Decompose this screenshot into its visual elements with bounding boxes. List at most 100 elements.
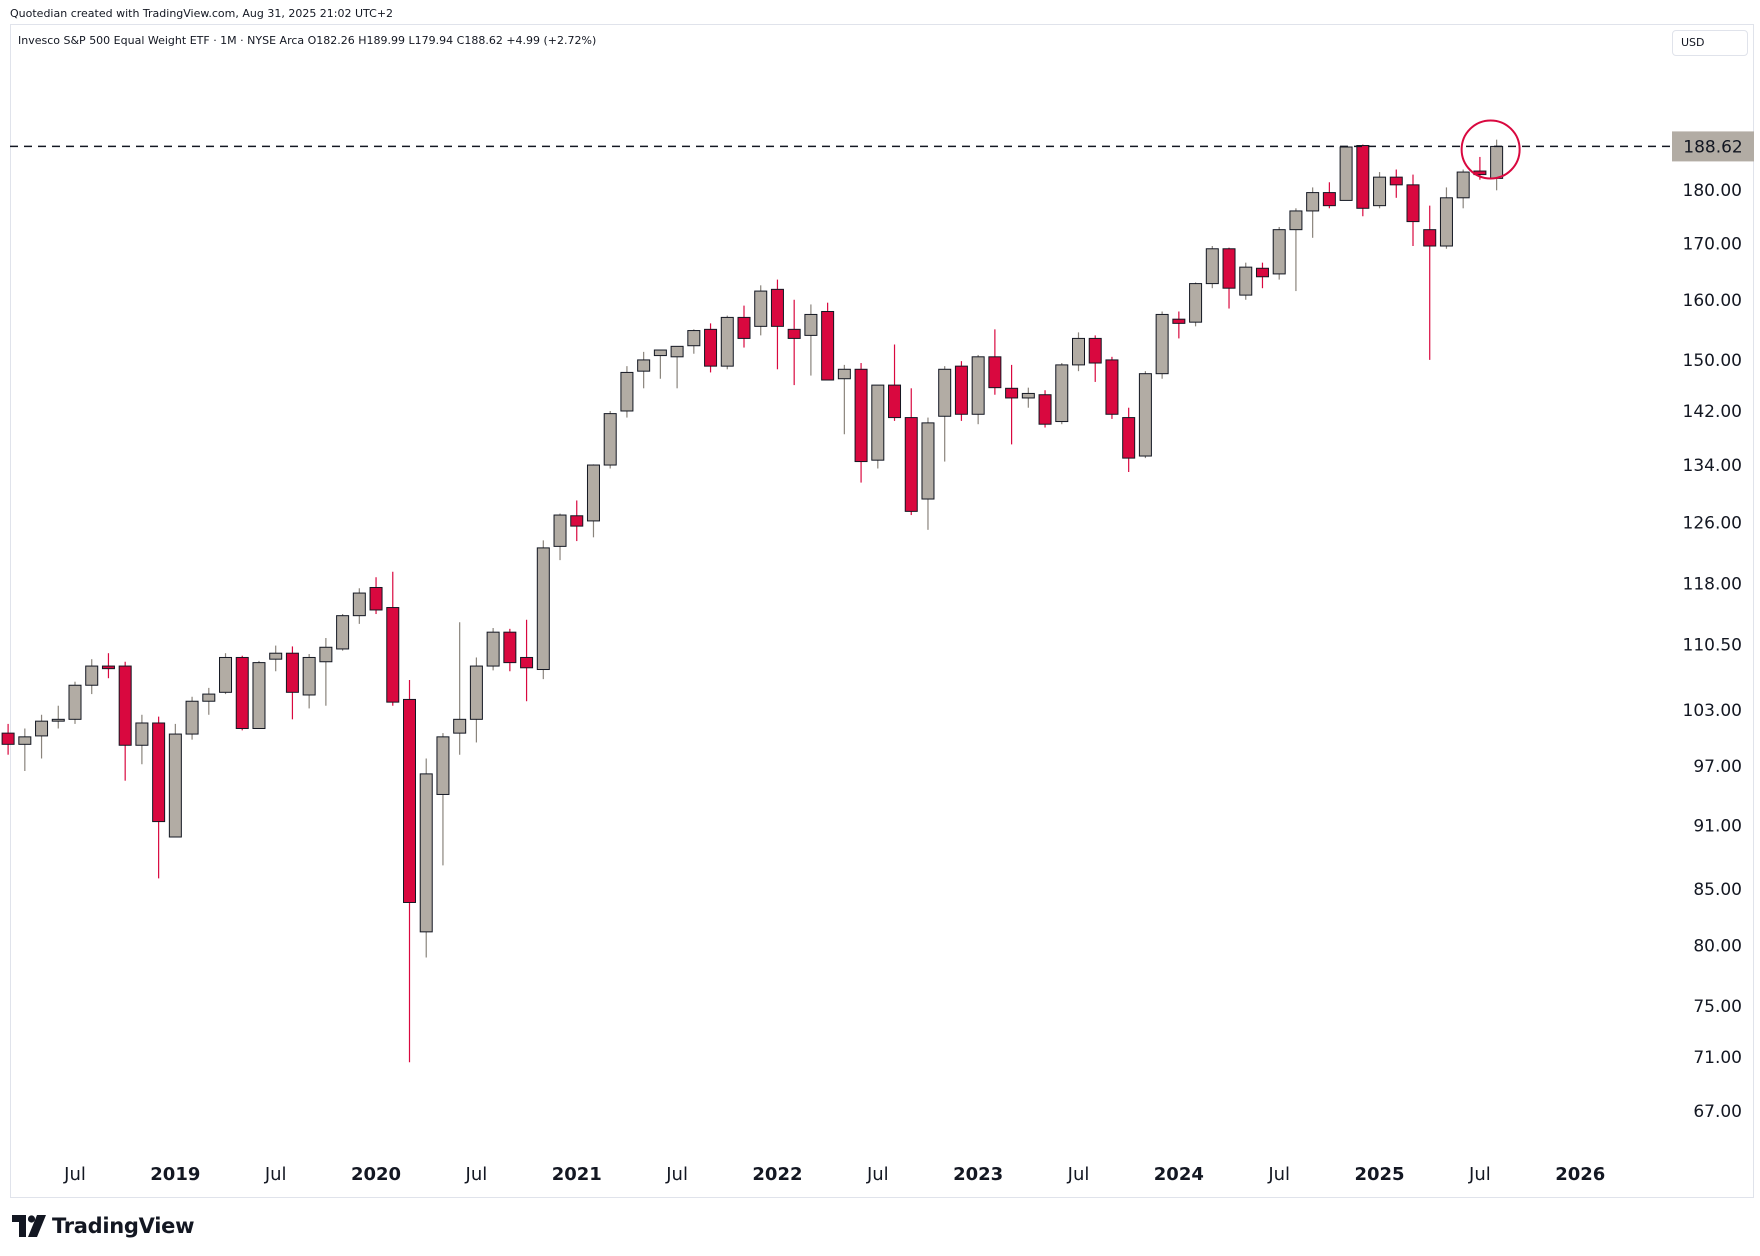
candle-body (486, 631, 500, 667)
candle[interactable] (1356, 144, 1370, 217)
candle[interactable] (653, 349, 667, 379)
candle[interactable] (971, 354, 985, 425)
candle[interactable] (369, 577, 383, 615)
candle-body (1, 732, 15, 745)
candle[interactable] (135, 714, 149, 765)
candle[interactable] (687, 329, 701, 354)
candle[interactable] (904, 388, 918, 516)
candle[interactable] (1205, 246, 1219, 289)
candle[interactable] (1490, 139, 1504, 191)
currency-button[interactable]: USD (1672, 30, 1748, 56)
candle[interactable] (1072, 332, 1085, 372)
candle[interactable] (620, 366, 634, 418)
candle[interactable] (152, 716, 166, 879)
candle[interactable] (1389, 169, 1403, 198)
candle[interactable] (285, 646, 299, 720)
candle[interactable] (18, 728, 32, 771)
candle-body (637, 359, 651, 372)
candle[interactable] (586, 464, 600, 538)
candle[interactable] (787, 299, 801, 386)
candle[interactable] (419, 758, 433, 958)
candle[interactable] (1189, 282, 1203, 327)
candle[interactable] (536, 540, 550, 680)
candle[interactable] (1255, 262, 1269, 289)
candle[interactable] (302, 654, 316, 709)
candle[interactable] (720, 315, 734, 370)
candle[interactable] (469, 657, 483, 743)
candle[interactable] (770, 279, 784, 370)
candle[interactable] (821, 302, 835, 381)
candle-body (1306, 192, 1320, 212)
candle-body (520, 656, 534, 669)
candle[interactable] (1005, 364, 1019, 445)
candle[interactable] (453, 622, 467, 755)
tradingview-brand[interactable]: TradingView (12, 1212, 194, 1240)
candle[interactable] (1155, 311, 1169, 379)
candle[interactable] (252, 660, 266, 730)
candle[interactable] (1339, 146, 1353, 201)
candle[interactable] (235, 655, 249, 731)
candle[interactable] (35, 714, 49, 759)
candle[interactable] (85, 659, 99, 695)
candle[interactable] (185, 696, 199, 740)
candle[interactable] (168, 723, 182, 838)
candle[interactable] (386, 571, 400, 706)
candle[interactable] (202, 687, 216, 715)
candle[interactable] (1038, 390, 1052, 428)
candle[interactable] (403, 679, 416, 1063)
candle[interactable] (1021, 387, 1035, 408)
candle[interactable] (1105, 356, 1119, 419)
candle-body (369, 586, 383, 611)
candle[interactable] (1406, 174, 1420, 247)
candle[interactable] (219, 653, 233, 695)
candle[interactable] (1, 723, 15, 755)
candle[interactable] (1055, 363, 1069, 425)
candle[interactable] (1439, 187, 1453, 249)
candle[interactable] (336, 614, 350, 651)
candle[interactable] (1289, 208, 1303, 292)
candle[interactable] (1373, 172, 1387, 209)
candle[interactable] (754, 285, 768, 336)
candle[interactable] (319, 638, 333, 706)
candle[interactable] (269, 645, 283, 672)
candle[interactable] (1306, 187, 1320, 238)
candle[interactable] (1423, 205, 1437, 360)
candle[interactable] (1122, 407, 1136, 473)
candle[interactable] (670, 345, 684, 389)
candle[interactable] (101, 653, 115, 679)
candle[interactable] (704, 323, 718, 373)
candle[interactable] (570, 500, 584, 542)
candle[interactable] (921, 417, 935, 530)
candle[interactable] (352, 588, 366, 624)
candle[interactable] (486, 628, 500, 671)
candle[interactable] (1322, 182, 1336, 209)
candle-body (118, 665, 132, 746)
candle[interactable] (1138, 371, 1152, 459)
candle[interactable] (503, 628, 517, 672)
candle[interactable] (68, 681, 82, 724)
candle[interactable] (520, 619, 534, 702)
candle-body (1072, 337, 1085, 366)
candle[interactable] (1456, 169, 1470, 209)
candle[interactable] (603, 410, 617, 469)
candle[interactable] (1272, 226, 1286, 280)
candle[interactable] (988, 329, 1002, 395)
candle[interactable] (804, 304, 818, 376)
candle[interactable] (51, 705, 65, 729)
candle[interactable] (954, 361, 968, 421)
candle[interactable] (637, 351, 651, 389)
candle[interactable] (1239, 262, 1253, 300)
candle[interactable] (1222, 247, 1236, 309)
candle[interactable] (1172, 311, 1186, 339)
candle[interactable] (837, 364, 851, 435)
candle[interactable] (118, 661, 132, 781)
candle[interactable] (436, 733, 450, 866)
candle[interactable] (938, 366, 952, 462)
candle[interactable] (1088, 335, 1102, 382)
candle[interactable] (737, 305, 751, 348)
candle[interactable] (871, 384, 885, 469)
candle[interactable] (854, 363, 868, 483)
candle[interactable] (553, 513, 567, 561)
candle[interactable] (888, 344, 902, 421)
